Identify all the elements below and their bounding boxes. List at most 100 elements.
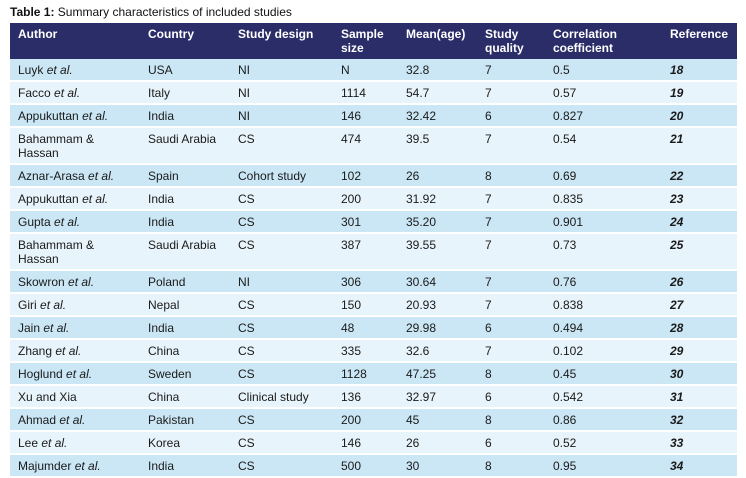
- column-header: Reference: [662, 23, 737, 59]
- table-row: Lee et al. Korea CS 146 26 6 0.52 33: [10, 431, 737, 455]
- sample-cell: N: [333, 59, 398, 82]
- quality-cell: 7: [477, 233, 545, 271]
- design-cell: CS: [230, 293, 333, 317]
- quality-cell: 7: [477, 127, 545, 165]
- author-suffix: et al.: [82, 109, 109, 123]
- mean-cell: 26: [398, 164, 477, 188]
- caption-label: Table 1:: [10, 5, 55, 19]
- mean-cell: 45: [398, 408, 477, 432]
- corr-cell: 0.73: [545, 233, 662, 271]
- column-header: Correlation coefficient: [545, 23, 662, 59]
- design-cell: NI: [230, 104, 333, 128]
- sample-cell: 150: [333, 293, 398, 317]
- table-row: Skowron et al. Poland NI 306 30.64 7 0.76 26: [10, 270, 737, 294]
- mean-cell: 47.25: [398, 362, 477, 386]
- author-suffix: et al.: [46, 63, 73, 77]
- author-cell: Bahammam & Hassan: [10, 233, 140, 271]
- mean-cell: 30: [398, 454, 477, 478]
- corr-cell: 0.542: [545, 385, 662, 409]
- sample-cell: 335: [333, 339, 398, 363]
- quality-cell: 7: [477, 339, 545, 363]
- mean-cell: 32.42: [398, 104, 477, 128]
- mean-cell: 39.5: [398, 127, 477, 165]
- corr-cell: 0.838: [545, 293, 662, 317]
- quality-cell: 7: [477, 187, 545, 211]
- reference-cell: 29: [662, 339, 737, 363]
- reference-cell: 31: [662, 385, 737, 409]
- author-suffix: et al.: [59, 413, 86, 427]
- reference-cell: 26: [662, 270, 737, 294]
- quality-cell: 7: [477, 59, 545, 82]
- author-suffix: et al.: [43, 321, 70, 335]
- country-cell: Nepal: [140, 293, 230, 317]
- table-row: Facco et al. Italy NI 1114 54.7 7 0.57 19: [10, 81, 737, 105]
- sample-cell: 301: [333, 210, 398, 234]
- sample-cell: 1128: [333, 362, 398, 386]
- author-cell: Luyk et al.: [10, 59, 140, 82]
- corr-cell: 0.45: [545, 362, 662, 386]
- reference-cell: 30: [662, 362, 737, 386]
- mean-cell: 39.55: [398, 233, 477, 271]
- mean-cell: 30.64: [398, 270, 477, 294]
- design-cell: CS: [230, 233, 333, 271]
- column-header: Mean(age): [398, 23, 477, 59]
- reference-cell: 32: [662, 408, 737, 432]
- author-suffix: et al.: [41, 436, 68, 450]
- country-cell: India: [140, 454, 230, 478]
- corr-cell: 0.835: [545, 187, 662, 211]
- caption-text: Summary characteristics of included stud…: [54, 5, 292, 19]
- author-cell: Gupta et al.: [10, 210, 140, 234]
- mean-cell: 35.20: [398, 210, 477, 234]
- country-cell: China: [140, 339, 230, 363]
- author-suffix: et al.: [74, 459, 101, 473]
- table-row: Hoglund et al. Sweden CS 1128 47.25 8 0.45 30: [10, 362, 737, 386]
- table-row: Ahmad et al. Pakistan CS 200 45 8 0.86 32: [10, 408, 737, 432]
- mean-cell: 26: [398, 431, 477, 455]
- sample-cell: 146: [333, 104, 398, 128]
- author-cell: Appukuttan et al.: [10, 187, 140, 211]
- mean-cell: 20.93: [398, 293, 477, 317]
- quality-cell: 6: [477, 431, 545, 455]
- mean-cell: 32.97: [398, 385, 477, 409]
- sample-cell: 48: [333, 316, 398, 340]
- reference-cell: 18: [662, 59, 737, 82]
- reference-cell: 25: [662, 233, 737, 271]
- corr-cell: 0.5: [545, 59, 662, 82]
- table-row: Giri et al. Nepal CS 150 20.93 7 0.838 27: [10, 293, 737, 317]
- corr-cell: 0.86: [545, 408, 662, 432]
- reference-cell: 19: [662, 81, 737, 105]
- sample-cell: 500: [333, 454, 398, 478]
- reference-cell: 27: [662, 293, 737, 317]
- table-row: Xu and Xia China Clinical study 136 32.97 6 0.…: [10, 385, 737, 409]
- sample-cell: 306: [333, 270, 398, 294]
- quality-cell: 7: [477, 270, 545, 294]
- corr-cell: 0.76: [545, 270, 662, 294]
- sample-cell: 136: [333, 385, 398, 409]
- summary-table: Author Country Study design Sample size Mean…: [10, 23, 737, 478]
- author-suffix: et al.: [55, 344, 82, 358]
- table-row: Gupta et al. India CS 301 35.20 7 0.901 24: [10, 210, 737, 234]
- quality-cell: 8: [477, 362, 545, 386]
- corr-cell: 0.901: [545, 210, 662, 234]
- sample-cell: 146: [333, 431, 398, 455]
- reference-cell: 34: [662, 454, 737, 478]
- author-cell: Lee et al.: [10, 431, 140, 455]
- country-cell: Italy: [140, 81, 230, 105]
- quality-cell: 6: [477, 385, 545, 409]
- mean-cell: 54.7: [398, 81, 477, 105]
- mean-cell: 32.6: [398, 339, 477, 363]
- author-cell: Zhang et al.: [10, 339, 140, 363]
- author-cell: Giri et al.: [10, 293, 140, 317]
- table-body: Luyk et al. USA NI N 32.8 7 0.5 18 Facco et al. I…: [10, 59, 737, 478]
- sample-cell: 200: [333, 187, 398, 211]
- design-cell: CS: [230, 316, 333, 340]
- author-cell: Appukuttan et al.: [10, 104, 140, 128]
- mean-cell: 32.8: [398, 59, 477, 82]
- design-cell: CS: [230, 210, 333, 234]
- author-cell: Xu and Xia: [10, 385, 140, 409]
- country-cell: Sweden: [140, 362, 230, 386]
- country-cell: India: [140, 187, 230, 211]
- mean-cell: 29.98: [398, 316, 477, 340]
- header-row: Author Country Study design Sample size Mean…: [10, 23, 737, 59]
- reference-cell: 33: [662, 431, 737, 455]
